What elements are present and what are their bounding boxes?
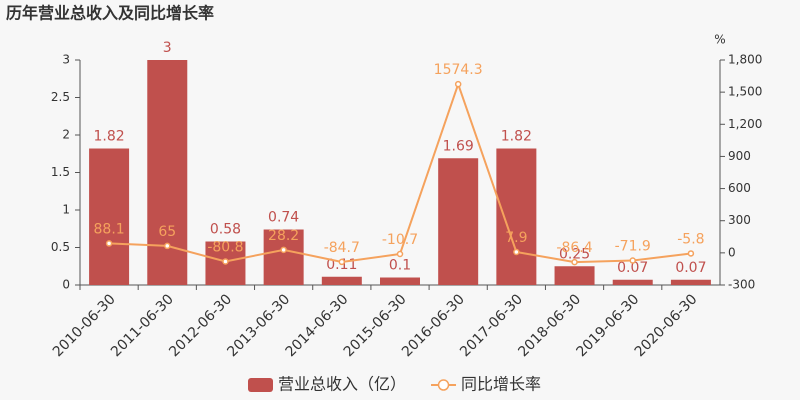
legend-label: 营业总收入（亿） [278,375,406,394]
line-point [222,258,229,265]
line-point [687,250,695,257]
line-point [280,246,287,254]
y2-axis-label: % [714,33,725,47]
line-value-label: 65 [158,224,176,240]
y2-tick-label: 0 [728,245,736,259]
line-value-label: -80.8 [207,240,243,256]
bar [496,148,537,285]
bar [263,229,304,285]
bar [438,158,479,285]
legend-swatch [248,378,273,392]
line-point [454,80,462,88]
bar [612,279,653,285]
line-value-label: 1574.3 [434,62,483,78]
bar-value-label: 1.82 [501,129,532,145]
bar [147,60,188,285]
bar [670,279,711,285]
chart-title: 历年营业总收入及同比增长率 [6,4,214,23]
line-value-label: -86.4 [556,240,592,256]
line-value-label: 28.2 [268,228,299,244]
line-value-label: -10.7 [382,232,418,248]
y-tick-label: 3 [62,53,70,67]
y2-tick-label: 1,500 [728,85,762,99]
line-point [105,240,113,247]
bar-value-label: 0.25 [559,246,590,262]
y-tick-label: 2.5 [51,90,70,104]
y2-tick-label: 300 [728,213,751,227]
bar-value-label: 0.1 [389,258,411,274]
line-point [629,257,636,264]
y-tick-label: 1.5 [51,165,70,179]
line-point [513,248,520,256]
y-tick-label: 0 [62,278,70,292]
y-tick-label: 2 [62,128,70,142]
bar-value-label: 0.58 [210,222,241,238]
y-tick-label: 1 [62,203,70,217]
bar [321,276,362,285]
y2-tick-label: 600 [728,181,751,195]
bar-value-label: 3 [163,40,172,56]
bar-value-label: 0.07 [675,260,706,276]
line-value-label: -84.7 [324,240,360,256]
line-value-label: -5.8 [677,231,704,247]
y-tick-label: 0.5 [51,240,70,254]
y2-tick-label: 900 [728,149,751,163]
line-point [164,242,171,250]
line-point [338,258,346,266]
y2-tick-label: -300 [728,278,755,292]
legend-swatch [437,379,450,391]
line-value-label: -71.9 [615,239,651,255]
bar-value-label: 0.07 [617,260,648,276]
x-tick-label: 2020-06-30 [632,291,701,360]
bar-value-label: 1.69 [443,138,474,154]
bar-value-label: 0.74 [268,210,299,226]
bar-value-label: 1.82 [94,129,125,145]
bar [380,277,420,285]
bar [89,148,130,285]
line-point [396,250,404,258]
line-value-label: 7.9 [505,230,527,246]
y2-tick-label: 1,200 [728,117,762,131]
line-point [571,258,578,266]
legend-label: 同比增长率 [461,375,541,394]
bar [554,266,595,285]
y2-tick-label: 1,800 [728,53,762,67]
line-value-label: 88.1 [94,221,125,237]
